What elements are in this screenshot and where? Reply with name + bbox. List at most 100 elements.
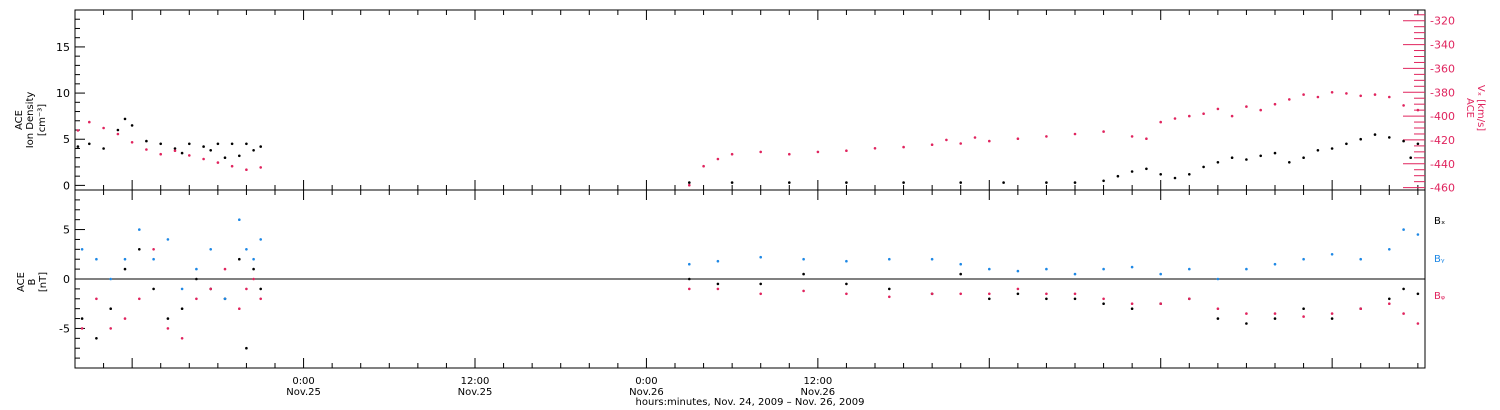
y-tick-label-right: -360 xyxy=(1430,62,1455,75)
data-point-bx xyxy=(1245,322,1248,325)
data-point-ion density xyxy=(1102,179,1105,183)
data-point-ion density xyxy=(1402,139,1405,143)
x-axis-title: hours:minutes, Nov. 24, 2009 – Nov. 26, … xyxy=(636,397,865,408)
data-point-vx xyxy=(1345,92,1348,95)
data-point-vx xyxy=(973,136,977,139)
data-point-ion density xyxy=(1345,142,1348,146)
y-tick-label-bottom: 0 xyxy=(63,273,70,286)
data-point-ion density xyxy=(173,147,177,150)
data-point-ion density xyxy=(1188,173,1191,176)
data-point-ion density xyxy=(902,181,905,184)
bottom-left-ylabel-line2: B xyxy=(27,278,38,285)
data-point-by xyxy=(238,218,241,221)
data-point-ion density xyxy=(1259,154,1262,158)
data-point-by xyxy=(259,238,263,241)
data-point-bz xyxy=(238,307,241,311)
data-point-vx xyxy=(816,150,820,154)
data-point-ion density xyxy=(1002,181,1005,184)
data-point-bz xyxy=(759,292,762,296)
data-point-bz xyxy=(245,287,248,291)
data-point-bz xyxy=(988,292,991,296)
data-point-bz xyxy=(138,297,141,301)
data-point-bz xyxy=(1302,315,1305,318)
data-point-vx xyxy=(1245,105,1248,108)
data-point-bz xyxy=(888,295,891,299)
data-point-bx xyxy=(759,282,762,286)
data-point-by xyxy=(152,257,155,261)
data-point-ion density xyxy=(1130,170,1134,173)
top-left-ylabel-line1: ACE xyxy=(14,110,25,130)
data-point-bx xyxy=(988,297,991,301)
data-point-by xyxy=(180,287,184,291)
data-point-vx xyxy=(788,152,791,156)
data-point-by xyxy=(1388,248,1391,251)
data-point-bz xyxy=(80,327,84,330)
data-point-ion density xyxy=(1416,142,1420,146)
data-point-bx xyxy=(123,267,127,271)
data-point-by xyxy=(80,248,84,251)
data-point-by xyxy=(1045,267,1048,271)
data-point-bx xyxy=(245,346,248,350)
data-point-vx xyxy=(216,161,220,164)
data-point-ion density xyxy=(959,181,962,184)
data-point-by xyxy=(1330,253,1334,256)
data-point-bx xyxy=(1330,317,1334,320)
data-point-vx xyxy=(1230,114,1234,118)
data-point-bx xyxy=(259,287,263,291)
data-point-bx xyxy=(1102,302,1105,306)
data-point-bz xyxy=(845,292,848,296)
data-point-bx xyxy=(1130,307,1134,311)
data-point-by xyxy=(1130,265,1134,269)
x-tick-label-time: 12:00 xyxy=(803,376,832,387)
data-point-by xyxy=(109,277,112,281)
data-point-vx xyxy=(102,126,105,130)
data-point-bx xyxy=(95,337,98,340)
data-point-ion density xyxy=(145,139,148,143)
legend-bz: Bᵩ xyxy=(1434,291,1445,302)
data-point-bx xyxy=(959,272,962,276)
data-point-bx xyxy=(138,248,141,251)
data-point-vx xyxy=(230,164,234,168)
data-point-vx xyxy=(1359,94,1362,98)
data-point-by xyxy=(1302,257,1305,261)
data-point-ion density xyxy=(180,151,184,155)
data-point-vx xyxy=(1259,108,1262,112)
data-point-bx xyxy=(152,287,155,291)
data-point-vx xyxy=(188,154,191,157)
data-point-ion density xyxy=(788,181,791,184)
data-point-ion density xyxy=(1216,161,1220,164)
x-tick-label-time: 0:00 xyxy=(635,376,657,387)
data-point-vx xyxy=(130,141,134,144)
data-point-ion density xyxy=(1409,156,1412,159)
data-point-bz xyxy=(1045,292,1048,296)
y-tick-label-bottom: -5 xyxy=(59,322,70,335)
y-tick-label-right: -440 xyxy=(1430,158,1455,171)
data-point-ion density xyxy=(123,117,127,121)
data-point-by xyxy=(1188,267,1191,271)
data-point-vx xyxy=(902,145,905,149)
data-point-by xyxy=(1073,272,1077,276)
data-point-bx xyxy=(888,287,891,291)
data-point-bz xyxy=(166,327,170,330)
y-tick-label-right: -400 xyxy=(1430,110,1455,123)
data-point-ion density xyxy=(1202,165,1205,169)
data-point-ion density xyxy=(1245,158,1248,161)
data-point-bz xyxy=(1102,297,1105,301)
data-point-bz xyxy=(1388,302,1391,306)
data-point-by xyxy=(888,257,891,261)
data-point-ion density xyxy=(216,142,220,146)
y-tick-label-right: -420 xyxy=(1430,134,1455,147)
data-point-vx xyxy=(845,149,848,152)
data-point-vx xyxy=(930,143,934,146)
data-point-bx xyxy=(1402,287,1405,291)
data-point-vx xyxy=(88,120,91,124)
data-point-bx xyxy=(1416,292,1420,296)
data-point-vx xyxy=(1316,95,1320,99)
data-point-ion density xyxy=(1230,156,1234,159)
data-point-by xyxy=(1016,269,1020,273)
data-point-bx xyxy=(1302,307,1305,311)
data-point-bz xyxy=(252,277,255,281)
data-point-vx xyxy=(1102,130,1105,133)
data-point-bx xyxy=(1273,317,1277,320)
